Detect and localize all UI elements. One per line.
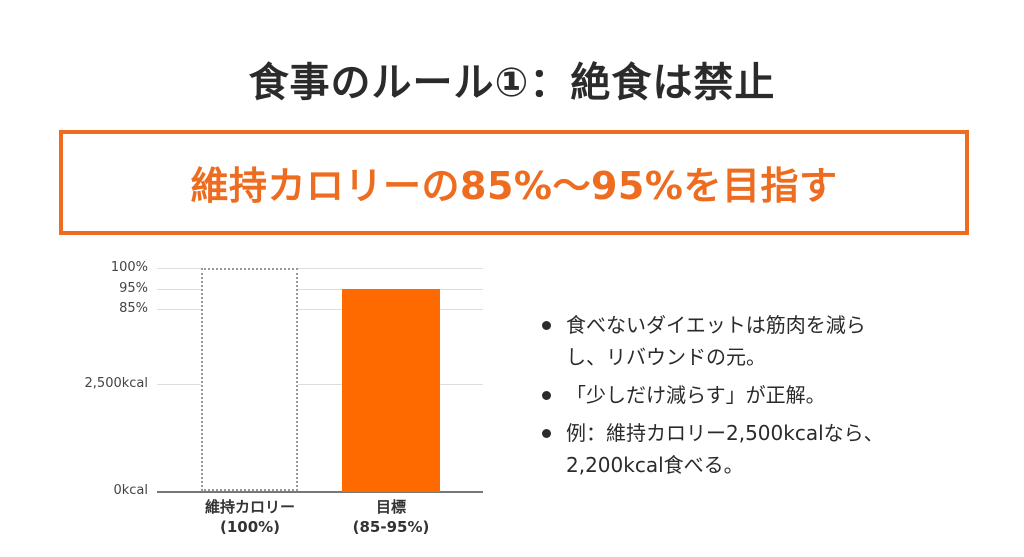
gridline-100 xyxy=(157,268,483,269)
gridline-85 xyxy=(157,309,483,310)
y-tick-label: 0kcal xyxy=(113,483,148,498)
x-label-line: (100%) xyxy=(219,518,281,536)
bar-target xyxy=(342,289,440,492)
highlight-box: 維持カロリーの85%〜95%を目指す xyxy=(59,130,969,235)
bullet-item: 食べないダイエットは筋肉を減ら し、リバウンドの元。 xyxy=(540,309,980,373)
bullet-list: 食べないダイエットは筋肉を減ら し、リバウンドの元。 「少しだけ減らす」が正解。… xyxy=(540,309,980,487)
bullet-line: し、リバウンドの元。 xyxy=(566,345,766,369)
bullet-line: 食べないダイエットは筋肉を減ら xyxy=(566,313,866,337)
x-label-line: 目標 xyxy=(375,498,406,516)
x-label-maintenance: 維持カロリー (100%) xyxy=(180,497,320,537)
bullet-dot-icon xyxy=(542,429,551,438)
bullet-line: 例：維持カロリー2,500kcalなら、 xyxy=(566,421,884,445)
x-label-line: 維持カロリー xyxy=(204,498,295,516)
y-tick-label: 95% xyxy=(119,281,148,296)
x-label-line: (85-95%) xyxy=(352,518,430,536)
gridline-95 xyxy=(157,289,483,290)
bullet-line: 2,200kcal食べる。 xyxy=(566,453,744,477)
bullet-item: 例：維持カロリー2,500kcalなら、 2,200kcal食べる。 xyxy=(540,417,980,481)
bar-maintenance xyxy=(201,268,298,491)
y-tick-label: 100% xyxy=(110,260,148,275)
chart-baseline xyxy=(157,491,483,493)
y-tick-label: 85% xyxy=(119,301,148,316)
bullet-item: 「少しだけ減らす」が正解。 xyxy=(540,379,980,411)
bullet-line: 「少しだけ減らす」が正解。 xyxy=(566,383,826,407)
y-tick-label: 2,500kcal xyxy=(84,376,148,391)
gridline-2500kcal xyxy=(157,384,483,385)
bullet-dot-icon xyxy=(542,321,551,330)
bullet-dot-icon xyxy=(542,391,551,400)
slide-title: 食事のルール①：絶食は禁止 xyxy=(248,60,776,106)
x-label-target: 目標 (85-95%) xyxy=(321,497,461,537)
bar-chart: 100% 95% 85% 2,500kcal 0kcal 維持カロリー (100… xyxy=(84,260,483,537)
highlight-text: 維持カロリーの85%〜95%を目指す xyxy=(190,164,838,208)
